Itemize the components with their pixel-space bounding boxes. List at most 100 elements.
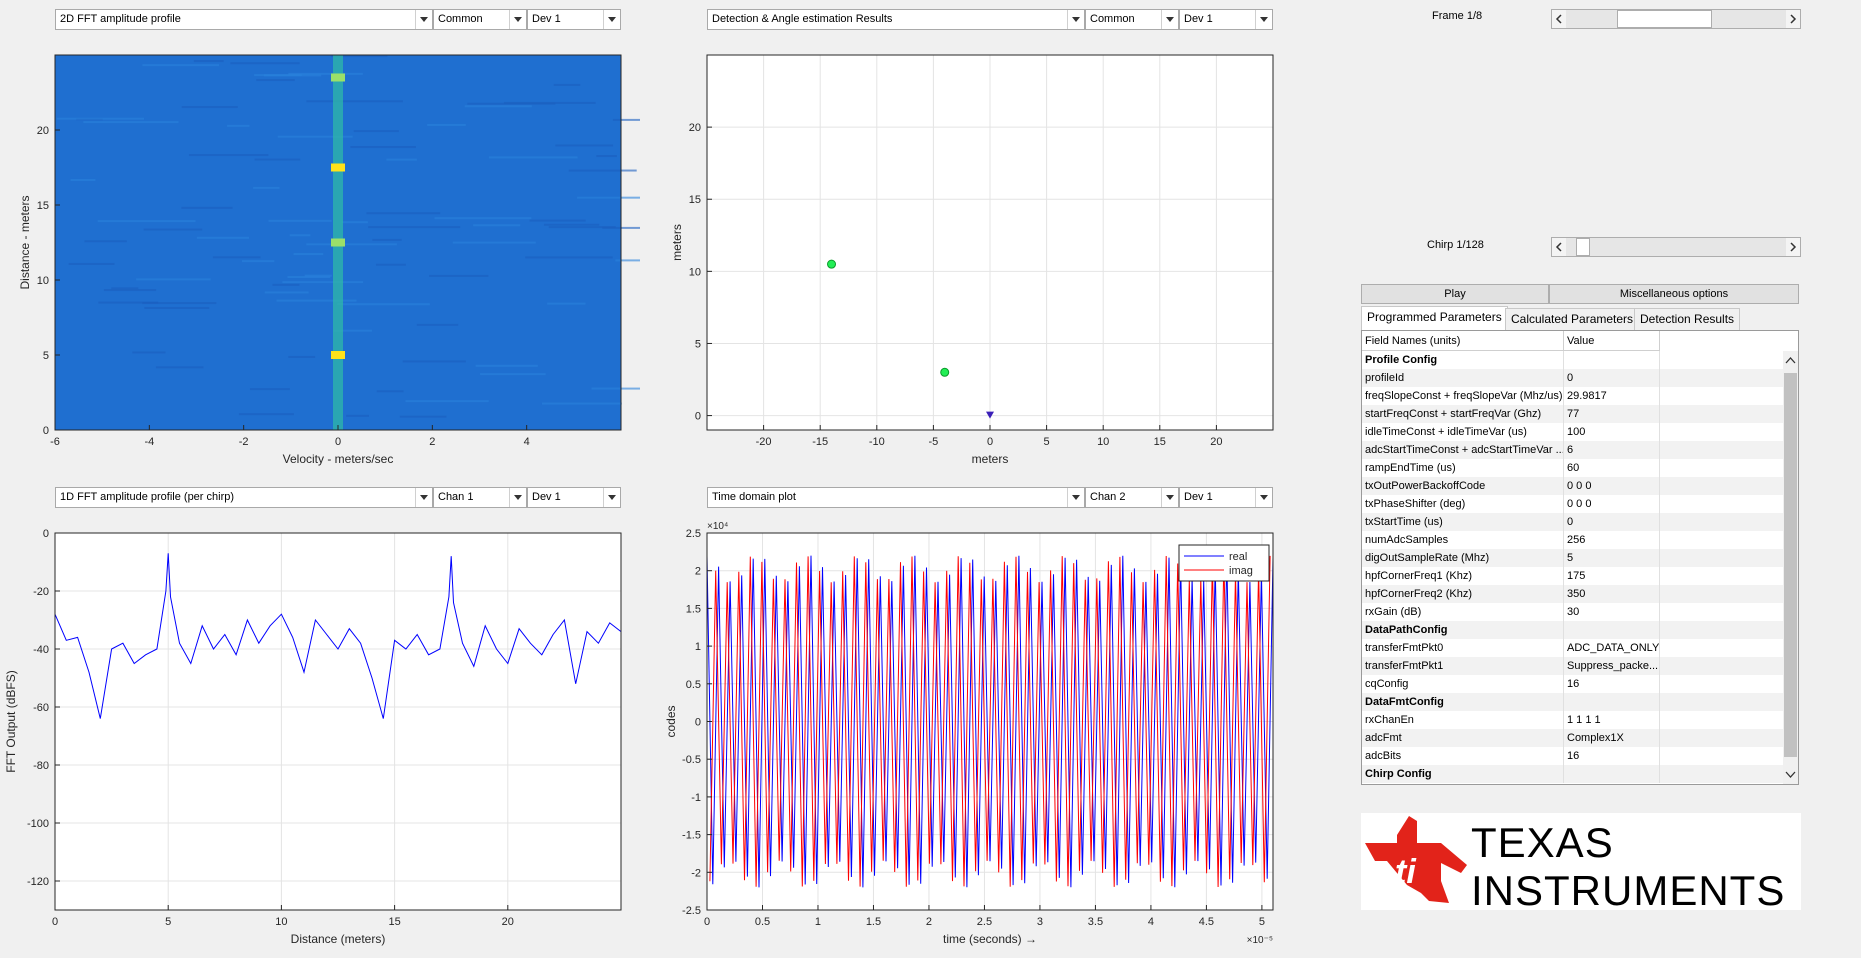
table-row[interactable]: hpfCornerFreq1 (Khz) 175 xyxy=(1362,567,1798,585)
field-name-cell: rxChanEn xyxy=(1362,711,1564,729)
table-section-row[interactable]: DataPathConfig xyxy=(1362,621,1798,639)
table-row[interactable]: idleTimeConst + idleTimeVar (us) 100 xyxy=(1362,423,1798,441)
chevron-down-icon[interactable] xyxy=(1161,488,1178,507)
value-cell xyxy=(1564,621,1660,639)
chevron-down-icon[interactable] xyxy=(603,10,620,29)
value-cell: 16 xyxy=(1564,675,1660,693)
value-cell: Suppress_packe... xyxy=(1564,657,1660,675)
chevron-down-icon[interactable] xyxy=(509,488,526,507)
chevron-down-icon[interactable] xyxy=(1067,488,1084,507)
tab-calculated-parameters[interactable]: Calculated Parameters xyxy=(1505,308,1640,330)
heatmap-noise xyxy=(227,124,250,127)
y-tick-label: 5 xyxy=(43,350,49,362)
tab-programmed-parameters[interactable]: Programmed Parameters xyxy=(1361,306,1508,330)
heatmap-noise xyxy=(529,219,586,222)
chevron-down-icon[interactable] xyxy=(1161,10,1178,29)
table-row[interactable]: txOutPowerBackoffCode 0 0 0 xyxy=(1362,477,1798,495)
y-tick-label: 15 xyxy=(37,200,49,212)
chevron-down-icon[interactable] xyxy=(603,488,620,507)
chevron-right-icon[interactable] xyxy=(1786,238,1800,256)
x-tick-label: 1.5 xyxy=(866,916,881,928)
table-row[interactable]: txPhaseShifter (deg) 0 0 0 xyxy=(1362,495,1798,513)
chevron-down-icon[interactable] xyxy=(1783,764,1798,784)
x-exponent-label: ×10⁻⁵ xyxy=(1247,935,1273,946)
chevron-down-icon[interactable] xyxy=(415,10,432,29)
mode-select-br[interactable]: Chan 2 xyxy=(1085,487,1179,508)
heatmap-noise xyxy=(386,158,417,161)
table-row[interactable]: transferFmtPkt1 Suppress_packe... xyxy=(1362,657,1798,675)
chevron-left-icon[interactable] xyxy=(1552,238,1566,256)
dev-select-bl[interactable]: Dev 1 xyxy=(527,487,621,508)
misc-options-button[interactable]: Miscellaneous options xyxy=(1549,284,1799,304)
frame-slider[interactable] xyxy=(1551,9,1801,29)
table-row[interactable]: txStartTime (us) 0 xyxy=(1362,513,1798,531)
heatmap-noise xyxy=(84,240,127,243)
chevron-down-icon[interactable] xyxy=(1255,10,1272,29)
x-tick-label: 4 xyxy=(1148,916,1154,928)
chirp-slider-thumb[interactable] xyxy=(1576,238,1591,256)
frame-slider-thumb[interactable] xyxy=(1616,10,1712,28)
column-header-value[interactable]: Value xyxy=(1564,331,1660,351)
heatmap-noise xyxy=(238,413,294,416)
table-row[interactable]: hpfCornerFreq2 (Khz) 350 xyxy=(1362,585,1798,603)
plot-select-bl[interactable]: 1D FFT amplitude profile (per chirp) xyxy=(55,487,433,508)
chevron-left-icon[interactable] xyxy=(1552,10,1566,28)
heatmap-noise xyxy=(402,360,466,363)
table-scrollbar[interactable] xyxy=(1783,351,1798,784)
chevron-down-icon[interactable] xyxy=(415,488,432,507)
chevron-down-icon[interactable] xyxy=(1067,10,1084,29)
column-header-field-names[interactable]: Field Names (units) xyxy=(1362,331,1564,351)
x-tick-label: 4.5 xyxy=(1199,916,1214,928)
table-section-row[interactable]: DataFmtConfig xyxy=(1362,693,1798,711)
table-row[interactable]: freqSlopeConst + freqSlopeVar (Mhz/us) 29… xyxy=(1362,387,1798,405)
mode-select-tl[interactable]: Common xyxy=(433,9,527,30)
chirp-slider[interactable] xyxy=(1551,237,1801,257)
table-row[interactable]: transferFmtPkt0 ADC_DATA_ONLY xyxy=(1362,639,1798,657)
plot-select-tr[interactable]: Detection & Angle estimation Results xyxy=(707,9,1085,30)
y-tick-label: -40 xyxy=(33,644,49,656)
heatmap-noise xyxy=(376,390,404,393)
table-section-row[interactable]: Chirp Config xyxy=(1362,765,1798,783)
table-row[interactable]: adcStartTimeConst + adcStartTimeVar ... 6 xyxy=(1362,441,1798,459)
dev-select-tl[interactable]: Dev 1 xyxy=(527,9,621,30)
heatmap-noise xyxy=(488,156,578,159)
heatmap-noise xyxy=(144,306,210,309)
table-row[interactable]: numAdcSamples 256 xyxy=(1362,531,1798,549)
chevron-down-icon[interactable] xyxy=(1255,488,1272,507)
dev-select-tr[interactable]: Dev 1 xyxy=(1179,9,1273,30)
chevron-up-icon[interactable] xyxy=(1783,351,1798,371)
chevron-right-icon[interactable] xyxy=(1786,10,1800,28)
table-row[interactable]: rxChanEn 1 1 1 1 xyxy=(1362,711,1798,729)
mode-select-bl[interactable]: Chan 1 xyxy=(433,487,527,508)
play-button[interactable]: Play xyxy=(1361,284,1549,304)
heatmap-noise xyxy=(264,291,309,294)
y-axis-label: FFT Output (dBFS) xyxy=(4,670,18,772)
value-cell: 77 xyxy=(1564,405,1660,423)
table-row[interactable]: digOutSampleRate (Mhz) 5 xyxy=(1362,549,1798,567)
plot-select-br[interactable]: Time domain plot xyxy=(707,487,1085,508)
table-scrollbar-thumb[interactable] xyxy=(1784,373,1797,757)
x-tick-label: 1 xyxy=(815,916,821,928)
table-row[interactable]: rampEndTime (us) 60 xyxy=(1362,459,1798,477)
y-tick-label: -120 xyxy=(27,876,49,888)
x-tick-label: 5 xyxy=(165,916,171,928)
tab-detection-results[interactable]: Detection Results xyxy=(1634,308,1741,330)
table-row[interactable]: profileId 0 xyxy=(1362,369,1798,387)
y-tick-label: 0.5 xyxy=(686,679,701,691)
plot-select-tl[interactable]: 2D FFT amplitude profile xyxy=(55,9,433,30)
table-row[interactable]: adcFmt Complex1X xyxy=(1362,729,1798,747)
table-row[interactable]: startFreqConst + startFreqVar (Ghz) 77 xyxy=(1362,405,1798,423)
heatmap-noise xyxy=(346,414,369,417)
heatmap-noise xyxy=(254,74,302,77)
heatmap-noise xyxy=(288,72,363,75)
heatmap-noise xyxy=(256,79,295,82)
chevron-down-icon[interactable] xyxy=(509,10,526,29)
heatmap-noise xyxy=(427,123,466,126)
table-row[interactable]: cqConfig 16 xyxy=(1362,675,1798,693)
mode-select-tr[interactable]: Common xyxy=(1085,9,1179,30)
detection-point xyxy=(827,259,837,269)
table-row[interactable]: adcBits 16 xyxy=(1362,747,1798,765)
table-section-row[interactable]: Profile Config xyxy=(1362,351,1798,369)
table-row[interactable]: rxGain (dB) 30 xyxy=(1362,603,1798,621)
dev-select-br[interactable]: Dev 1 xyxy=(1179,487,1273,508)
